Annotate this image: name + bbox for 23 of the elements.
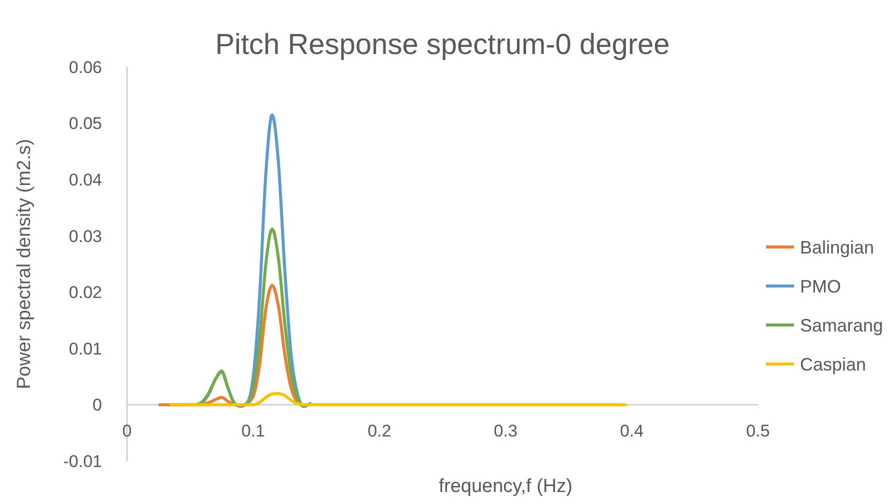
x-tick-label: 0.5 <box>746 422 770 441</box>
chart-title: Pitch Response spectrum-0 degree <box>215 29 670 61</box>
x-tick-label: 0.4 <box>620 422 644 441</box>
y-tick-label: 0 <box>92 396 102 415</box>
x-axis-title: frequency,f (Hz) <box>438 476 572 497</box>
y-tick-label: 0.02 <box>68 283 102 302</box>
y-tick-label: 0.01 <box>68 339 102 358</box>
line-series <box>170 392 627 406</box>
legend-label: Samarang <box>800 315 884 336</box>
y-tick-label: -0.01 <box>63 452 102 471</box>
y-axis-title: Power spectral density (m2.s) <box>14 138 35 390</box>
x-tick-label: 0.1 <box>241 422 266 441</box>
x-tick-label: 0.2 <box>368 422 392 441</box>
y-tick-label: 0.04 <box>68 170 102 190</box>
legend-label: PMO <box>800 276 842 296</box>
y-tick-label: 0.05 <box>68 114 102 134</box>
line-series <box>194 228 312 408</box>
y-tick-label: 0.03 <box>68 226 102 246</box>
x-tick-label: 0.3 <box>494 422 518 441</box>
x-tick-label: 0 <box>122 422 132 441</box>
legend-label: Balingian <box>800 237 874 258</box>
y-tick-label: 0.06 <box>68 58 102 77</box>
legend-label: Caspian <box>800 354 866 374</box>
